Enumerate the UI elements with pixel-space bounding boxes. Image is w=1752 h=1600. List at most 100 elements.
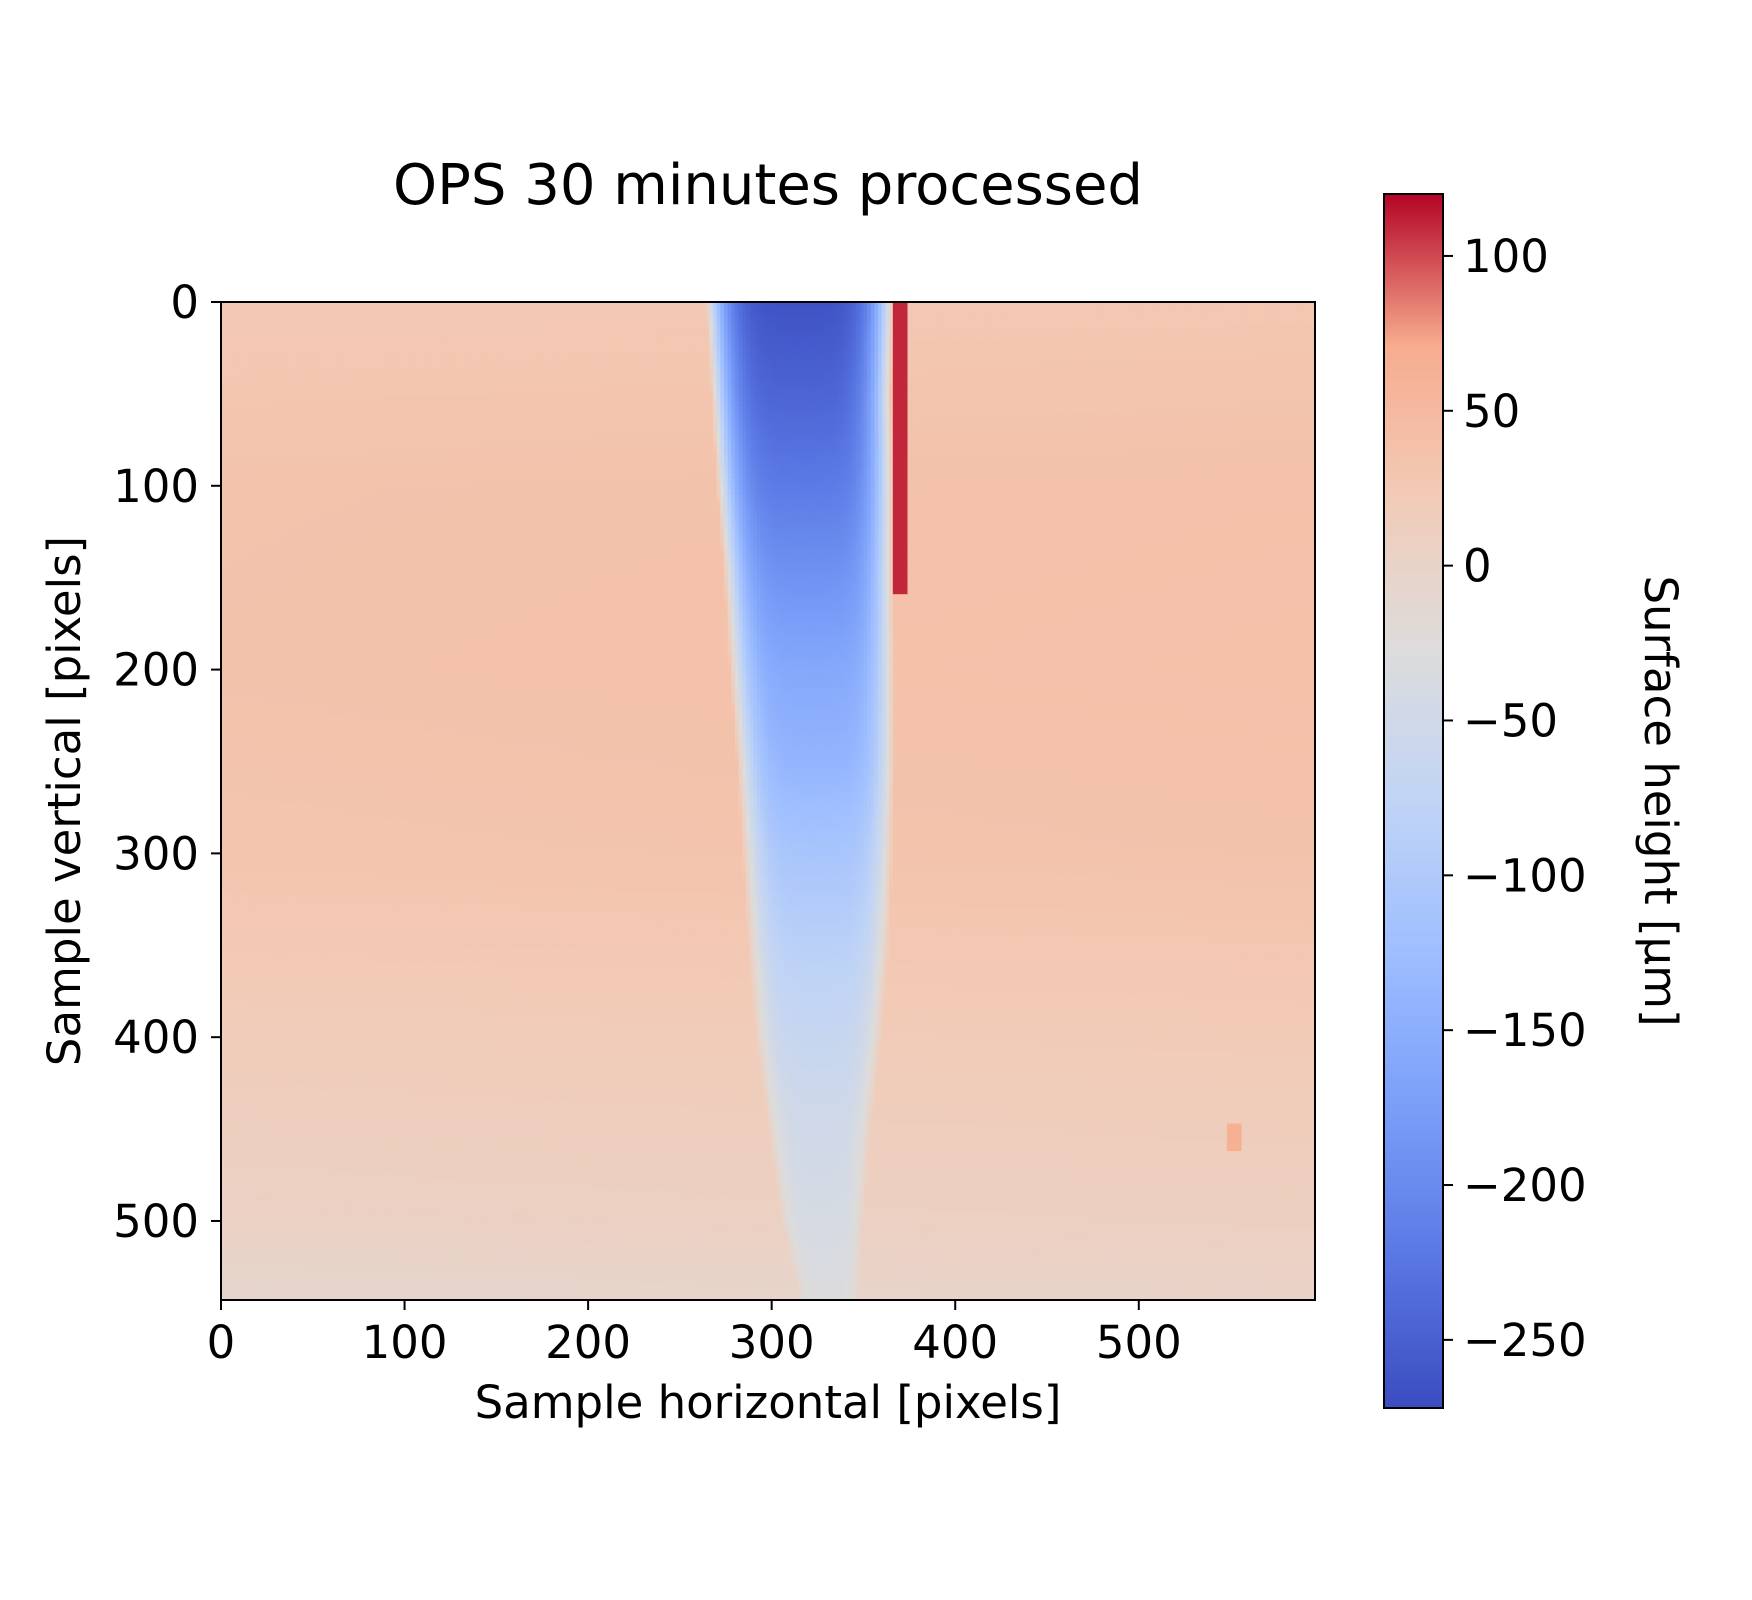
heatmap-cell (247, 363, 251, 369)
heatmap-cell (225, 357, 229, 363)
heatmap-cell (702, 308, 706, 314)
heatmap-cell (1253, 363, 1257, 369)
heatmap-cell (1106, 308, 1110, 314)
heatmap-cell (584, 319, 588, 325)
heatmap-cell (816, 313, 820, 319)
heatmap-cell (764, 363, 768, 369)
heatmap-cell (1128, 313, 1132, 319)
heatmap-cell (966, 352, 970, 358)
heatmap-cell (698, 308, 702, 314)
heatmap-cell (254, 357, 258, 363)
heatmap-cell (1058, 330, 1062, 336)
heatmap-cell (643, 341, 647, 347)
heatmap-cell (335, 330, 339, 336)
heatmap-cell (449, 346, 453, 352)
heatmap-cell (1289, 352, 1293, 358)
heatmap-cell (702, 335, 706, 341)
heatmap-cell (746, 352, 750, 358)
heatmap-cell (338, 319, 342, 325)
heatmap-cell (324, 363, 328, 369)
heatmap-cell (434, 308, 438, 314)
heatmap-cell (441, 357, 445, 363)
heatmap-cell (294, 319, 298, 325)
heatmap-cell (478, 313, 482, 319)
heatmap-cell (1062, 330, 1066, 336)
heatmap-cell (1054, 335, 1058, 341)
heatmap-cell (658, 308, 662, 314)
heatmap-cell (977, 363, 981, 369)
heatmap-cell (838, 341, 842, 347)
heatmap-cell (992, 319, 996, 325)
heatmap-cell (460, 357, 464, 363)
heatmap-cell (948, 313, 952, 319)
heatmap-cell (1150, 341, 1154, 347)
heatmap-cell (1054, 357, 1058, 363)
heatmap-cell (790, 352, 794, 358)
heatmap-cell (658, 324, 662, 330)
heatmap-cell (1036, 313, 1040, 319)
heatmap-cell (1201, 346, 1205, 352)
heatmap-cell (482, 352, 486, 358)
heatmap-cell (621, 313, 625, 319)
heatmap-cell (364, 352, 368, 358)
heatmap-cell (603, 324, 607, 330)
heatmap-cell (478, 363, 482, 369)
heatmap-cell (658, 335, 662, 341)
heatmap-cell (544, 308, 548, 314)
heatmap-cell (320, 319, 324, 325)
heatmap-cell (1058, 363, 1062, 369)
heatmap-cell (482, 341, 486, 347)
heatmap-cell (1102, 308, 1106, 314)
heatmap-cell (955, 330, 959, 336)
heatmap-cell (1300, 352, 1304, 358)
heatmap-cell (801, 335, 805, 341)
heatmap-cell (261, 308, 265, 314)
heatmap-cell (412, 341, 416, 347)
heatmap-cell (511, 335, 515, 341)
heatmap-cell (896, 319, 900, 325)
heatmap-cell (1227, 324, 1231, 330)
heatmap-cell (772, 313, 776, 319)
heatmap-cell (702, 341, 706, 347)
heatmap-cell (287, 313, 291, 319)
heatmap-cell (445, 324, 449, 330)
heatmap-cell (948, 308, 952, 314)
heatmap-cell (739, 324, 743, 330)
heatmap-cell (438, 335, 442, 341)
heatmap-cell (823, 324, 827, 330)
heatmap-cell (985, 330, 989, 336)
heatmap-cell (573, 357, 577, 363)
heatmap-cell (849, 346, 853, 352)
heatmap-cell (1036, 363, 1040, 369)
heatmap-cell (298, 352, 302, 358)
heatmap-cell (261, 341, 265, 347)
heatmap-cell (1216, 341, 1220, 347)
heatmap-cell (225, 352, 229, 358)
heatmap-cell (1139, 313, 1143, 319)
heatmap-cell (518, 346, 522, 352)
heatmap-cell (1095, 319, 1099, 325)
heatmap-cell (335, 346, 339, 352)
heatmap-cell (908, 335, 912, 341)
heatmap-cell (1128, 335, 1132, 341)
heatmap-cell (1029, 335, 1033, 341)
heatmap-cell (1029, 346, 1033, 352)
heatmap-cell (1010, 341, 1014, 347)
heatmap-cell (728, 357, 732, 363)
heatmap-cell (882, 341, 886, 347)
heatmap-cell (449, 357, 453, 363)
heatmap-cell (680, 324, 684, 330)
heatmap-cell (346, 335, 350, 341)
heatmap-cell (871, 357, 875, 363)
heatmap-cell (691, 363, 695, 369)
heatmap-cell (1164, 357, 1168, 363)
heatmap-cell (1128, 363, 1132, 369)
heatmap-cell (768, 324, 772, 330)
heatmap-cell (1051, 346, 1055, 352)
heatmap-cell (1080, 335, 1084, 341)
heatmap-cell (408, 319, 412, 325)
heatmap-cell (1187, 346, 1191, 352)
heatmap-cell (394, 335, 398, 341)
heatmap-cell (948, 352, 952, 358)
heatmap-cell (1069, 313, 1073, 319)
